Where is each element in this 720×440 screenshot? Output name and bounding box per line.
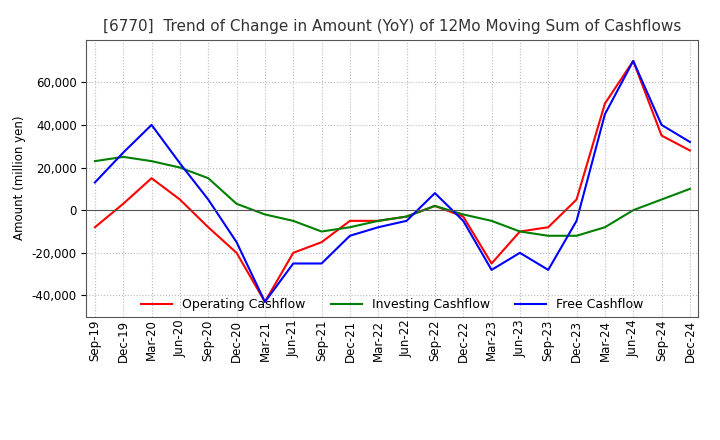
Operating Cashflow	[459, 214, 467, 219]
Investing Cashflow	[204, 176, 212, 181]
Investing Cashflow	[516, 229, 524, 234]
Free Cashflow	[233, 239, 241, 245]
Free Cashflow	[204, 197, 212, 202]
Investing Cashflow	[487, 218, 496, 224]
Operating Cashflow	[148, 176, 156, 181]
Operating Cashflow	[402, 214, 411, 219]
Free Cashflow	[487, 267, 496, 272]
Operating Cashflow	[119, 201, 127, 206]
Free Cashflow	[318, 261, 326, 266]
Free Cashflow	[91, 180, 99, 185]
Operating Cashflow	[600, 101, 609, 106]
Free Cashflow	[119, 150, 127, 155]
Operating Cashflow	[346, 218, 354, 224]
Operating Cashflow	[261, 299, 269, 304]
Operating Cashflow	[374, 218, 382, 224]
Free Cashflow	[657, 122, 666, 128]
Operating Cashflow	[91, 224, 99, 230]
Free Cashflow	[459, 218, 467, 224]
Operating Cashflow	[431, 203, 439, 209]
Y-axis label: Amount (million yen): Amount (million yen)	[13, 116, 26, 240]
Line: Operating Cashflow: Operating Cashflow	[95, 61, 690, 302]
Investing Cashflow	[148, 158, 156, 164]
Investing Cashflow	[289, 218, 297, 224]
Line: Free Cashflow: Free Cashflow	[95, 61, 690, 302]
Operating Cashflow	[657, 133, 666, 138]
Free Cashflow	[176, 161, 184, 166]
Free Cashflow	[148, 122, 156, 128]
Operating Cashflow	[516, 229, 524, 234]
Investing Cashflow	[459, 212, 467, 217]
Operating Cashflow	[629, 58, 637, 63]
Title: [6770]  Trend of Change in Amount (YoY) of 12Mo Moving Sum of Cashflows: [6770] Trend of Change in Amount (YoY) o…	[103, 19, 682, 34]
Investing Cashflow	[318, 229, 326, 234]
Investing Cashflow	[685, 186, 694, 191]
Investing Cashflow	[346, 224, 354, 230]
Free Cashflow	[374, 224, 382, 230]
Investing Cashflow	[544, 233, 552, 238]
Operating Cashflow	[176, 197, 184, 202]
Free Cashflow	[572, 218, 581, 224]
Legend: Operating Cashflow, Investing Cashflow, Free Cashflow: Operating Cashflow, Investing Cashflow, …	[136, 293, 649, 316]
Operating Cashflow	[685, 148, 694, 153]
Investing Cashflow	[572, 233, 581, 238]
Free Cashflow	[289, 261, 297, 266]
Operating Cashflow	[487, 261, 496, 266]
Free Cashflow	[600, 112, 609, 117]
Investing Cashflow	[629, 208, 637, 213]
Investing Cashflow	[600, 224, 609, 230]
Operating Cashflow	[544, 224, 552, 230]
Line: Investing Cashflow: Investing Cashflow	[95, 157, 690, 236]
Investing Cashflow	[176, 165, 184, 170]
Free Cashflow	[544, 267, 552, 272]
Investing Cashflow	[657, 197, 666, 202]
Free Cashflow	[629, 58, 637, 63]
Investing Cashflow	[402, 214, 411, 219]
Free Cashflow	[346, 233, 354, 238]
Operating Cashflow	[204, 224, 212, 230]
Investing Cashflow	[374, 218, 382, 224]
Free Cashflow	[516, 250, 524, 256]
Investing Cashflow	[431, 203, 439, 209]
Investing Cashflow	[261, 212, 269, 217]
Free Cashflow	[402, 218, 411, 224]
Free Cashflow	[685, 139, 694, 145]
Operating Cashflow	[233, 250, 241, 256]
Free Cashflow	[431, 191, 439, 196]
Operating Cashflow	[318, 239, 326, 245]
Investing Cashflow	[91, 158, 99, 164]
Free Cashflow	[261, 299, 269, 304]
Operating Cashflow	[289, 250, 297, 256]
Investing Cashflow	[233, 201, 241, 206]
Operating Cashflow	[572, 197, 581, 202]
Investing Cashflow	[119, 154, 127, 160]
